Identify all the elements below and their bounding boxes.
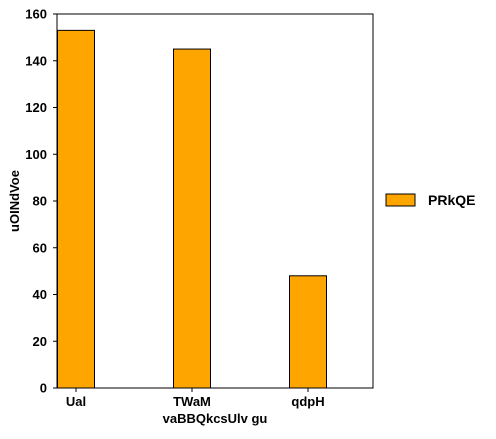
y-tick-label: 0 [40,381,47,396]
x-tick-label: TWaM [173,394,211,409]
y-tick-label: 40 [33,287,47,302]
bar-qdpH [290,276,327,388]
bar-Ual [58,30,95,388]
x-tick-label: Ual [66,394,86,409]
x-axis-title: vaBBQkcsUlv gu [163,411,268,426]
legend-swatch [386,194,415,206]
y-tick-label: 160 [25,7,47,22]
y-tick-label: 60 [33,240,47,255]
x-axis-ticks: Ual TWaM qdpH [66,388,325,409]
bars-layer [58,30,327,388]
y-axis-ticks: 0 20 40 60 80 100 120 140 160 [25,7,57,396]
y-tick-label: 100 [25,147,47,162]
bar-TWaM [174,49,211,388]
legend: PRkQE [386,192,475,208]
x-tick-label: qdpH [291,394,324,409]
legend-label: PRkQE [428,192,475,208]
y-axis-title: uOINdVoe [7,170,22,232]
y-tick-label: 140 [25,53,47,68]
y-tick-label: 120 [25,100,47,115]
y-tick-label: 20 [33,334,47,349]
y-tick-label: 80 [33,194,47,209]
